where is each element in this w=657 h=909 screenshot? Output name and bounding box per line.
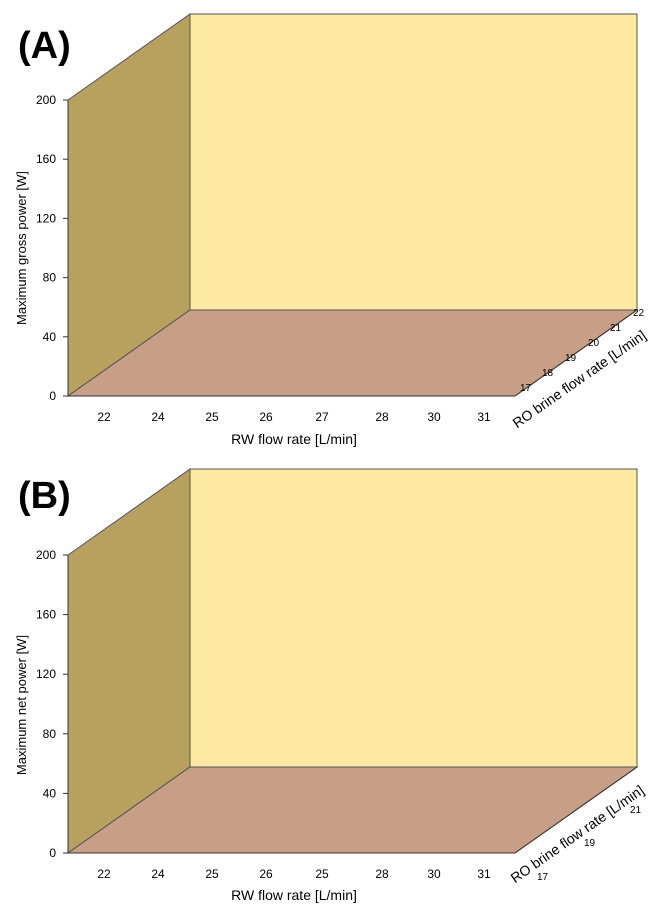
y-tick-label: 0 [49,846,56,860]
y-tick-label: 80 [43,271,57,285]
y-tick-label: 80 [43,727,57,741]
x-tick-label: 24 [151,410,165,424]
x-tick-label: 25 [205,410,219,424]
x-tick-label: 25 [315,867,329,881]
x-tick-label: 22 [97,410,111,424]
x-tick-label: 22 [97,867,111,881]
x-axis-label-b: RW flow rate [L/min] [231,887,357,903]
y-tick-label: 160 [36,608,56,622]
depth-tick-label: 17 [520,383,532,394]
depth-tick-label: 21 [630,805,642,816]
panel-label-a: (A) [18,25,71,67]
y-tick-label: 120 [36,211,56,225]
y-tick-label: 120 [36,667,56,681]
x-tick-label: 28 [375,410,389,424]
x-tick-label: 25 [205,867,219,881]
x-tick-label: 31 [477,867,491,881]
x-tick-label: 31 [477,410,491,424]
back-wall [189,13,638,311]
x-tick-label: 27 [315,410,329,424]
depth-tick-label: 17 [537,872,549,883]
x-tick-label: 26 [259,867,273,881]
x-tick-label: 30 [427,867,441,881]
x-axis-label-a: RW flow rate [L/min] [231,431,357,447]
depth-tick-label: 20 [588,338,600,349]
panel-b: 0 40 80 120 160 200 22 24 25 26 25 28 30 31 17 19 21 (B)… [14,468,647,903]
depth-tick-label: 18 [542,368,554,379]
y-tick-label: 0 [49,389,56,403]
panel-label-b: (B) [18,475,71,517]
x-tick-label: 26 [259,410,273,424]
y-axis-label-a: Maximum gross power [W] [14,171,29,325]
x-tick-label: 24 [151,867,165,881]
depth-tick-label: 19 [584,838,596,849]
y-tick-label: 160 [36,152,56,166]
y-tick-label: 40 [43,786,57,800]
y-tick-label: 200 [36,548,56,562]
y-tick-label: 200 [36,93,56,107]
y-axis-label-b: Maximum net power [W] [14,635,29,775]
x-tick-label: 28 [375,867,389,881]
depth-tick-label: 19 [565,353,577,364]
depth-tick-label: 22 [633,308,645,319]
y-tick-label: 40 [43,330,57,344]
depth-tick-label: 21 [610,323,622,334]
x-tick-label: 30 [427,410,441,424]
panel-a: 0 40 80 120 160 200 22 24 25 26 27 28 30 31 17 18 19 20 21… [14,13,649,447]
back-wall [189,468,638,768]
